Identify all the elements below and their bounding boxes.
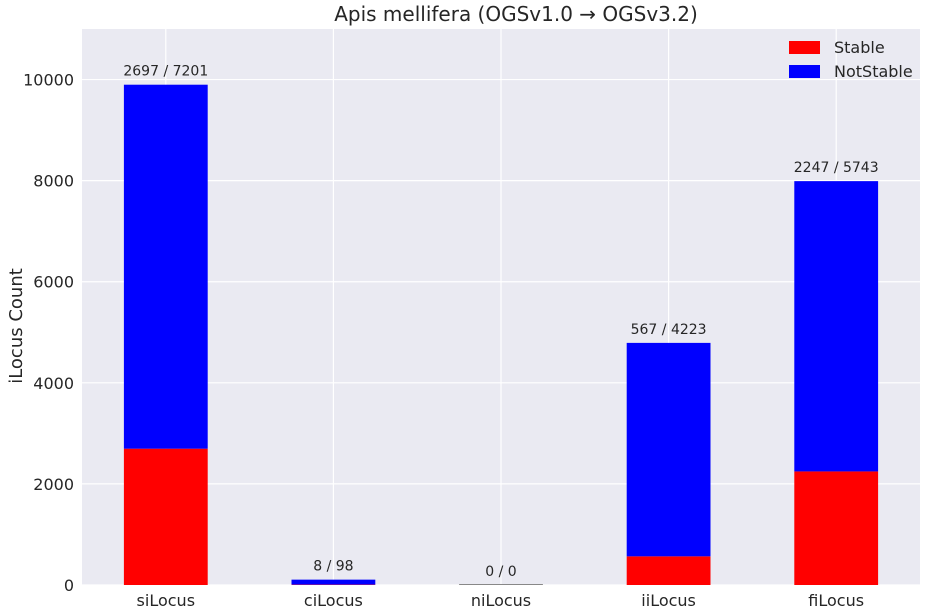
y-tick-label: 4000 [33, 374, 74, 393]
data-label: 8 / 98 [313, 559, 353, 575]
y-tick-label: 2000 [33, 475, 74, 494]
bar-stable-filocus [794, 471, 879, 585]
x-axis-ticks: siLocus ciLocus niLocus iiLocus fiLocus [137, 591, 865, 610]
legend-label: Stable [834, 38, 885, 57]
data-label: 0 / 0 [485, 564, 516, 580]
legend-swatch-stable [789, 41, 820, 54]
bar-notstable-cilocus [291, 579, 376, 585]
legend-label: NotStable [834, 62, 913, 81]
x-tick-label: siLocus [137, 591, 195, 610]
data-labels: 2697 / 7201 8 / 98 0 / 0 567 / 4223 2247 / 5… [123, 64, 878, 580]
x-tick-label: fiLocus [808, 591, 864, 610]
data-label: 2247 / 5743 [794, 160, 879, 176]
legend: Stable NotStable [789, 38, 913, 81]
x-tick-label: iiLocus [641, 591, 696, 610]
y-axis-label: iLocus Count [6, 268, 27, 384]
data-label: 567 / 4223 [631, 322, 707, 338]
bar-stable-iilocus [626, 556, 711, 585]
bar-stable-silocus [123, 448, 208, 585]
y-tick-label: 8000 [33, 172, 74, 191]
x-tick-label: niLocus [471, 591, 531, 610]
bar-notstable-filocus [794, 181, 879, 472]
legend-swatch-notstable [789, 65, 820, 78]
y-tick-label: 10000 [23, 71, 74, 90]
y-axis-ticks: 0 2000 4000 6000 8000 10000 [23, 71, 74, 595]
chart-title: Apis mellifera (OGSv1.0 → OGSv3.2) [334, 2, 698, 26]
bars [123, 84, 879, 585]
data-label: 2697 / 7201 [123, 64, 208, 80]
y-tick-label: 6000 [33, 273, 74, 292]
y-tick-label: 0 [64, 576, 74, 595]
x-tick-label: ciLocus [304, 591, 363, 610]
bar-notstable-iilocus [626, 342, 711, 557]
bar-notstable-silocus [123, 84, 208, 449]
